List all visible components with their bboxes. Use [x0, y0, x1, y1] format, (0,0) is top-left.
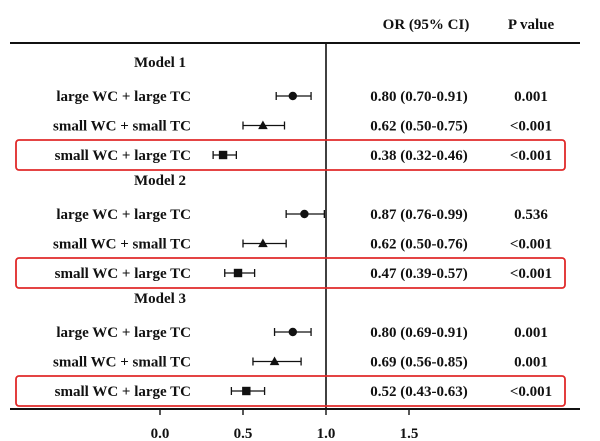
highlight-box [15, 139, 566, 171]
row-label: small WC + large TC [55, 384, 191, 400]
point-estimate-triangle [258, 238, 268, 248]
p-column-header: P value [508, 17, 555, 33]
model-title: Model 2 [134, 173, 186, 189]
row-label: large WC + large TC [56, 207, 191, 223]
model-title: Model 3 [134, 291, 186, 307]
p-value: 0.536 [514, 207, 548, 223]
point-estimate-square [242, 386, 251, 396]
or-ci-value: 0.62 (0.50-0.76) [370, 237, 468, 253]
p-value: 0.001 [514, 355, 548, 371]
p-value: <0.001 [510, 148, 552, 164]
point-estimate-circle [288, 327, 297, 337]
row-label: small WC + small TC [53, 119, 191, 135]
or-ci-value: 0.62 (0.50-0.75) [370, 119, 468, 135]
p-value: <0.001 [510, 266, 552, 282]
p-value: 0.001 [514, 325, 548, 341]
or-ci-value: 0.80 (0.70-0.91) [370, 89, 468, 105]
or-ci-value: 0.47 (0.39-0.57) [370, 266, 468, 282]
x-tick-label: 1.5 [400, 426, 419, 441]
x-tick-label: 0.5 [234, 426, 253, 441]
point-estimate-square [218, 150, 228, 160]
point-estimate-triangle [269, 356, 280, 366]
p-value: <0.001 [510, 237, 552, 253]
or-ci-value: 0.87 (0.76-0.99) [370, 207, 468, 223]
model-title: Model 1 [134, 55, 186, 71]
x-tick-label: 0.0 [151, 426, 170, 441]
row-label: small WC + small TC [53, 237, 191, 253]
or-ci-value: 0.80 (0.69-0.91) [370, 325, 468, 341]
row-label: small WC + large TC [55, 148, 191, 164]
p-value: 0.001 [514, 89, 548, 105]
highlight-box [15, 375, 566, 407]
point-estimate-square [233, 268, 243, 278]
row-label: small WC + large TC [55, 266, 191, 282]
row-label: large WC + large TC [56, 325, 191, 341]
point-estimate-circle [300, 209, 309, 219]
row-label: large WC + large TC [56, 89, 191, 105]
row-label: small WC + small TC [53, 355, 191, 371]
p-value: <0.001 [510, 119, 552, 135]
x-tick-label: 1.0 [317, 426, 336, 441]
point-estimate-triangle [258, 120, 268, 130]
or-ci-value: 0.38 (0.32-0.46) [370, 148, 468, 164]
p-value: <0.001 [510, 384, 552, 400]
or-column-header: OR (95% CI) [383, 17, 470, 33]
or-ci-value: 0.52 (0.43-0.63) [370, 384, 468, 400]
or-ci-value: 0.69 (0.56-0.85) [370, 355, 468, 371]
highlight-box [15, 257, 566, 289]
point-estimate-circle [288, 91, 297, 101]
